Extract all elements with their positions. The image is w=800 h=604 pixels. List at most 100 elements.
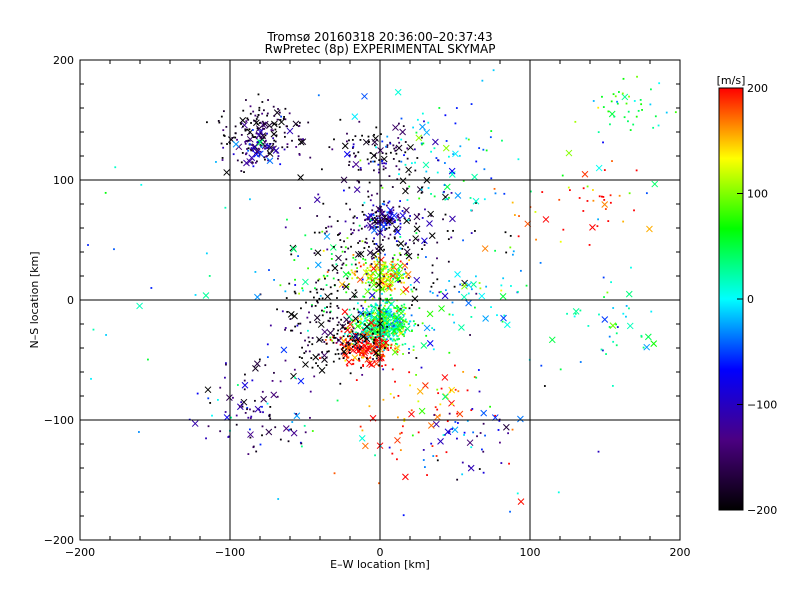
data-point-dot <box>352 216 355 219</box>
data-point-x <box>343 150 351 158</box>
data-point-dot <box>268 415 271 418</box>
data-point-dot <box>350 263 353 266</box>
data-point-dot <box>336 305 339 307</box>
data-point-dot <box>446 197 448 200</box>
data-point-dot <box>260 129 263 132</box>
data-point-dot <box>400 281 403 284</box>
data-point-dot <box>444 114 447 117</box>
data-point-x <box>368 292 376 299</box>
data-point-x <box>313 314 321 322</box>
data-point-dot <box>372 341 375 344</box>
data-point-dot <box>349 335 351 337</box>
data-point-dot <box>261 390 264 393</box>
data-point-dot <box>459 145 462 148</box>
data-point-dot <box>388 315 391 318</box>
data-point-dot <box>475 275 477 278</box>
data-point-dot <box>453 321 456 324</box>
data-point-dot <box>272 129 274 132</box>
data-point-dot <box>359 167 362 169</box>
data-point-dot <box>384 167 387 169</box>
data-point-dot <box>373 309 375 312</box>
data-point-dot <box>249 436 252 439</box>
data-point-dot <box>378 364 381 366</box>
data-point-dot <box>337 279 340 281</box>
data-point-dot <box>387 268 390 271</box>
data-point-dot <box>368 245 370 248</box>
data-point-dot <box>609 201 612 204</box>
data-point-x <box>343 316 350 324</box>
data-point-dot <box>485 285 488 288</box>
data-point-x <box>380 223 387 231</box>
data-point-dot <box>308 340 311 343</box>
data-point-dot <box>427 121 430 124</box>
data-point-dot <box>380 340 383 343</box>
data-point-dot <box>618 194 621 197</box>
data-point-dot <box>385 224 388 227</box>
data-point-dot <box>368 313 371 315</box>
data-point-dot <box>322 310 325 313</box>
data-point-dot <box>413 286 415 289</box>
data-point-dot <box>598 195 601 198</box>
data-point-dot <box>258 109 261 112</box>
data-point-dot <box>391 325 394 328</box>
data-point-dot <box>371 219 374 222</box>
data-point-dot <box>244 142 247 145</box>
data-point-dot <box>384 253 386 256</box>
data-point-dot <box>359 337 362 340</box>
data-point-dot <box>374 263 377 266</box>
data-point-dot <box>284 327 287 329</box>
data-point-dot <box>340 330 343 333</box>
data-point-x <box>321 328 329 336</box>
data-point-dot <box>389 324 392 327</box>
data-point-dot <box>384 340 387 343</box>
data-point-dot <box>612 340 615 343</box>
data-point-dot <box>314 287 316 290</box>
data-point-dot <box>438 107 441 109</box>
data-point-x <box>317 321 325 328</box>
data-point-dot <box>399 254 402 256</box>
data-point-dot <box>420 136 423 139</box>
data-point-dot <box>558 198 561 201</box>
data-point-dot <box>503 192 506 195</box>
data-point-dot <box>395 317 397 320</box>
data-point-dot <box>602 141 604 144</box>
data-point-dot <box>592 100 595 102</box>
data-point-dot <box>381 292 383 295</box>
data-point-dot <box>617 91 620 93</box>
data-point-x <box>202 292 210 299</box>
data-point-dot <box>360 304 363 307</box>
data-point-dot <box>396 343 399 346</box>
data-point-dot <box>386 326 388 329</box>
data-point-dot <box>446 230 449 232</box>
data-point-dot <box>430 150 433 153</box>
data-point-dot <box>447 238 450 241</box>
data-point-dot <box>394 230 396 233</box>
data-point-dot <box>390 344 393 347</box>
data-point-dot <box>610 100 613 103</box>
data-point-dot <box>628 307 630 310</box>
data-point-dot <box>385 312 388 314</box>
data-point-dot <box>354 332 357 335</box>
data-point-dot <box>362 312 365 315</box>
data-point-dot <box>240 133 243 136</box>
data-point-x <box>392 124 399 131</box>
data-point-dot <box>196 392 199 395</box>
data-point-x <box>621 93 629 101</box>
data-point-dot <box>326 275 329 277</box>
data-point-dot <box>433 195 436 198</box>
data-point-dot <box>379 208 382 211</box>
data-point-dot <box>357 325 360 328</box>
data-point-dot <box>377 328 380 331</box>
data-point-dot <box>394 307 397 309</box>
data-point-dot <box>234 132 237 135</box>
data-point-dot <box>347 335 349 338</box>
y-tick-label: −200 <box>44 534 74 547</box>
data-point-dot <box>332 317 334 320</box>
data-point-dot <box>381 264 384 267</box>
data-point-dot <box>396 316 398 319</box>
data-point-x <box>646 225 653 233</box>
data-point-dot <box>346 364 349 367</box>
data-point-dot <box>448 430 451 433</box>
data-point-x <box>407 143 414 151</box>
data-point-dot <box>629 129 632 131</box>
